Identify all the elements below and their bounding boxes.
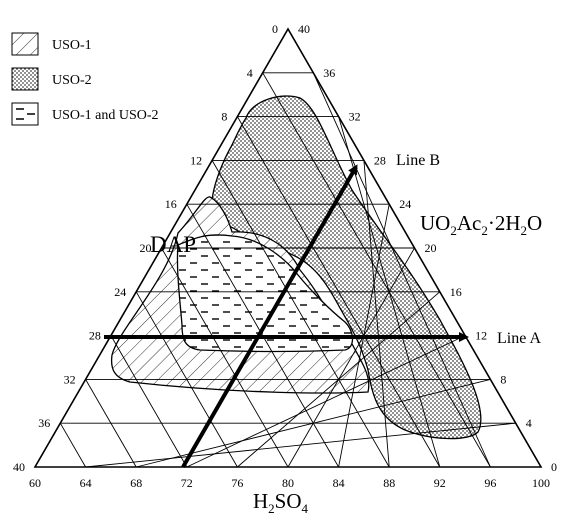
right-tick-label: 28	[374, 153, 386, 167]
left-tick-label: 12	[190, 153, 202, 167]
left-tick-label: 0	[272, 22, 278, 36]
grid-line-parallel-left	[363, 160, 390, 468]
grid-line-parallel-left	[312, 72, 491, 468]
grid-line-parallel-right	[85, 379, 137, 468]
legend-item-uso2: USO-2	[11, 67, 92, 91]
legend: USO-1 USO-2 USO-1 and USO-2	[11, 32, 159, 126]
line-b-label: Line B	[396, 152, 440, 169]
left-tick-label: 16	[165, 197, 177, 211]
legend-label-both: USO-1 and USO-2	[52, 108, 159, 123]
tick-labels: 60 64 68 72 76 80 84 88 92 96 10004812162024283236…	[13, 22, 557, 490]
bottom-tick-label: 80	[282, 476, 294, 490]
bottom-tick-label: 76	[231, 476, 243, 490]
right-tick-label: 8	[500, 372, 506, 386]
left-tick-label: 36	[38, 416, 50, 430]
grid-line-parallel-right	[135, 291, 238, 468]
bottom-axis-label: H2SO4	[253, 489, 309, 515]
left-tick-label: 28	[89, 329, 101, 343]
bottom-tick-label: 92	[434, 476, 446, 490]
bottom-tick-label: 84	[333, 476, 345, 490]
bottom-tick-label: 64	[80, 476, 92, 490]
left-axis-label: DAP	[150, 232, 196, 257]
right-tick-label: 40	[298, 22, 310, 36]
right-tick-label: 36	[323, 66, 335, 80]
grid-line-parallel-right	[59, 422, 86, 468]
bottom-tick-label: 100	[532, 476, 550, 490]
left-tick-label: 32	[64, 372, 76, 386]
right-tick-label: 32	[349, 110, 361, 124]
grid-line-parallel-right	[262, 72, 491, 468]
right-tick-label: 12	[475, 329, 487, 343]
right-tick-label: 4	[526, 416, 532, 430]
right-tick-label: 20	[425, 241, 437, 255]
bottom-tick-label: 60	[29, 476, 41, 490]
legend-swatch-hatch	[11, 32, 39, 56]
grid-line-parallel-right	[211, 160, 390, 468]
triangle-outline	[33, 27, 543, 468]
grid-line-parallel-right	[110, 335, 188, 468]
left-tick-label: 24	[114, 285, 126, 299]
legend-item-uso1: USO-1	[11, 32, 92, 56]
grid-line-parallel-left	[287, 247, 415, 468]
bottom-tick-label: 88	[383, 476, 395, 490]
left-tick-label: 8	[221, 110, 227, 124]
ternary-grid	[59, 72, 516, 468]
line-a-label: Line A	[497, 330, 541, 347]
right-tick-label: 0	[551, 460, 557, 474]
bottom-tick-label: 68	[130, 476, 142, 490]
right-axis-label: UO2Ac2·2H2O	[420, 211, 542, 238]
grid-line-parallel-right	[161, 247, 289, 468]
bottom-tick-label: 72	[181, 476, 193, 490]
left-tick-label: 40	[13, 460, 25, 474]
grid-line-parallel-right	[237, 116, 441, 468]
regions	[110, 95, 482, 440]
right-tick-label: 16	[450, 285, 462, 299]
legend-item-both: USO-1 and USO-2	[11, 102, 159, 126]
right-tick-label: 24	[399, 197, 411, 211]
legend-label-uso1: USO-1	[52, 38, 92, 53]
line-b	[181, 164, 358, 468]
legend-label-uso2: USO-2	[52, 73, 92, 88]
left-tick-label: 20	[140, 241, 152, 255]
legend-swatch-dots	[11, 67, 39, 91]
bottom-tick-label: 96	[484, 476, 496, 490]
left-tick-label: 4	[247, 66, 253, 80]
